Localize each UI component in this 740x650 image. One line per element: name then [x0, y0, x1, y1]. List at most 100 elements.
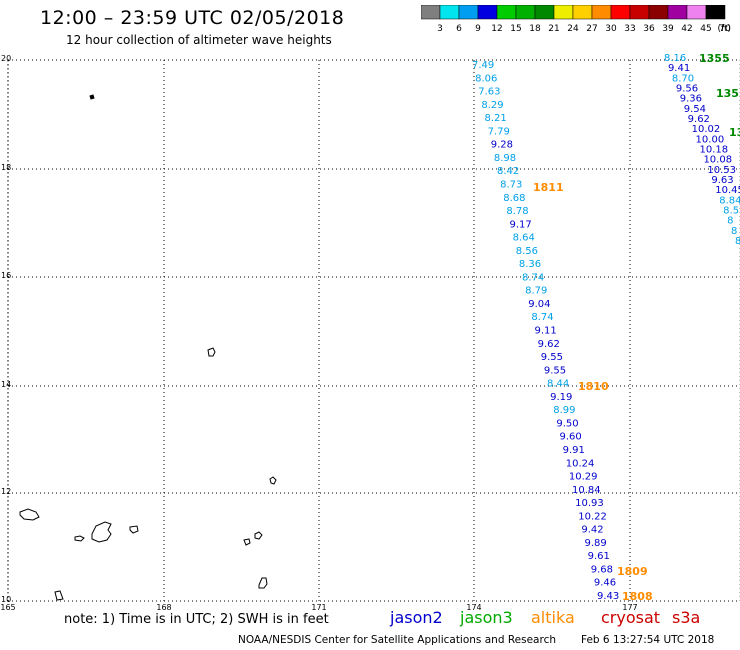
lat-tick-label: 16 [1, 271, 11, 280]
wave-height-value: 9.19 [550, 392, 572, 403]
wave-height-value: 10.29 [569, 472, 598, 483]
wave-height-value: 9.43 [597, 591, 619, 602]
color-legend: 3 6 9 12 15 18 21 24 27 30 33 36 39 42 45 70(ft) [421, 5, 731, 34]
satellite-label-s3a: s3a [672, 608, 701, 627]
lon-tick-label: 165 [0, 603, 15, 612]
wave-height-value: 10.00 [696, 134, 725, 145]
wave-height-value: 8.36 [519, 259, 541, 270]
wave-height-value: 10.02 [692, 124, 721, 135]
wave-height-value: 10.24 [566, 458, 595, 469]
legend-label: 33 [624, 24, 635, 34]
legend-label: 6 [456, 24, 462, 34]
legend-label: 70 [719, 24, 731, 34]
wave-height-value: 9.62 [688, 114, 710, 125]
wave-height-value: 8.42 [497, 166, 519, 177]
wave-height-value: 8.44 [547, 379, 569, 390]
legend-label: 36 [643, 24, 655, 34]
lat-tick-label: 10 [1, 595, 11, 604]
wave-height-value: 9.28 [491, 140, 513, 151]
legend-label: 15 [510, 24, 521, 34]
wave-height-map: 20 18 16 14 12 10 165 168 171 174 177 7.49 8.06 7.6… [0, 52, 740, 612]
legend-label: 45 [700, 24, 711, 34]
wave-height-value: 10.84 [572, 485, 601, 496]
island-shape [91, 521, 112, 543]
wave-height-value: 8.56 [516, 246, 538, 257]
wave-height-value: 10.08 [703, 155, 732, 166]
pass-time-label: 1355 [699, 52, 730, 65]
island-shape [207, 347, 216, 357]
legend-label: 39 [662, 24, 674, 34]
island-shape [74, 535, 85, 542]
generated-timestamp: Feb 6 13:27:54 UTC 2018 [581, 634, 715, 646]
wave-height-value: 8.68 [503, 193, 525, 204]
island-shape [269, 476, 277, 485]
wave-height-value: 9.17 [510, 219, 532, 230]
wave-height-value: 8.64 [513, 233, 535, 244]
credit-footer: NOAA/NESDIS Center for Satellite Applica… [238, 634, 556, 646]
wave-height-value: 8.84 [719, 195, 740, 206]
legend-label: 30 [605, 24, 617, 34]
pass-time-label: 1808 [622, 590, 653, 603]
wave-height-value: 9.63 [711, 175, 733, 186]
wave-height-value: 7.79 [488, 126, 510, 137]
wave-height-value: 8.79 [525, 286, 547, 297]
wave-height-value: 8 [727, 216, 733, 227]
island-shape [129, 525, 139, 534]
wave-height-value: 8.06 [475, 73, 497, 84]
latitude-labels: 20 18 16 14 12 10 [1, 54, 11, 604]
legend-label: 3 [437, 24, 443, 34]
wave-height-value: 8.73 [500, 179, 522, 190]
lat-tick-label: 12 [1, 487, 11, 496]
legend-label: 24 [567, 24, 579, 34]
wave-height-value: 8.74 [531, 312, 553, 323]
satellite-label-jason3: jason3 [460, 608, 513, 627]
altimeter-track-east: 8.169.418.709.569.369.549.6210.0210.0010… [664, 53, 740, 247]
wave-height-value: 8.74 [522, 272, 544, 283]
units-note: note: 1) Time is in UTC; 2) SWH is in fe… [64, 612, 329, 627]
lon-tick-label: 171 [311, 603, 326, 612]
wave-height-value: 8.29 [481, 100, 503, 111]
altimeter-track-west: 7.49 8.06 7.63 8.29 8.21 7.79 9.28 8.98 8.42 8.73… [472, 60, 619, 602]
wave-height-value: 7.49 [472, 60, 494, 71]
wave-height-value: 9.41 [668, 63, 690, 74]
wave-height-value: 8 [735, 236, 740, 247]
lon-tick-label: 177 [622, 603, 637, 612]
wave-height-value: 8.5 [723, 206, 739, 217]
wave-height-value: 10.53 [707, 165, 736, 176]
pass-time-label: 1809 [617, 565, 648, 578]
wave-height-value: 10.18 [700, 145, 729, 156]
wave-height-value: 10.93 [575, 498, 604, 509]
wave-height-value: 8.21 [485, 113, 507, 124]
wave-height-value: 10.45 [715, 185, 740, 196]
lat-tick-label: 14 [1, 380, 11, 389]
coastlines [19, 94, 277, 601]
pass-time-labels: 1811 1810 1809 1808 1355 1355 1355 [533, 52, 740, 603]
satellite-label-cryosat: cryosat [601, 608, 661, 627]
wave-height-value: 8.16 [664, 53, 686, 64]
wave-height-value: 9.54 [684, 104, 706, 115]
island-shape [54, 590, 64, 601]
island-shape [258, 577, 268, 589]
wave-height-value: 9.89 [585, 538, 607, 549]
wave-height-value: 8.98 [494, 153, 516, 164]
wave-height-value: 9.61 [588, 551, 610, 562]
satellite-label-altika: altika [531, 608, 575, 627]
legend-label: 18 [529, 24, 541, 34]
pass-time-label: 1355 [729, 126, 740, 139]
wave-height-value: 9.62 [538, 339, 560, 350]
longitude-labels: 165 168 171 174 177 [0, 603, 637, 612]
wave-height-value: 9.36 [680, 94, 702, 105]
wave-height-value: 9.56 [676, 84, 698, 95]
wave-height-value: 8.99 [553, 405, 575, 416]
wave-height-value: 7.63 [478, 87, 500, 98]
island-shape [19, 508, 40, 521]
wave-height-value: 9.55 [541, 352, 563, 363]
pass-time-label: 1811 [533, 181, 564, 194]
pass-time-label: 1810 [578, 380, 609, 393]
lon-tick-label: 168 [156, 603, 171, 612]
legend-unit: (ft) [717, 24, 731, 34]
wave-height-value: 9.42 [581, 525, 603, 536]
map-title: 12:00 – 23:59 UTC 02/05/2018 [40, 7, 345, 29]
lon-tick-label: 174 [466, 603, 481, 612]
map-subtitle: 12 hour collection of altimeter wave hei… [66, 33, 332, 47]
